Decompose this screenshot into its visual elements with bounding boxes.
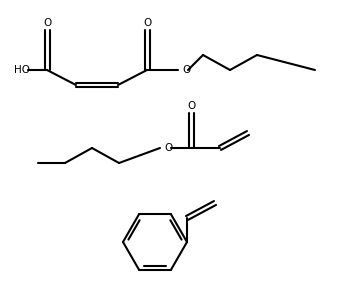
Text: HO: HO: [14, 65, 30, 75]
Text: O: O: [182, 65, 190, 75]
Text: O: O: [43, 18, 51, 28]
Text: O: O: [143, 18, 151, 28]
Text: O: O: [164, 143, 172, 153]
Text: O: O: [187, 101, 195, 111]
